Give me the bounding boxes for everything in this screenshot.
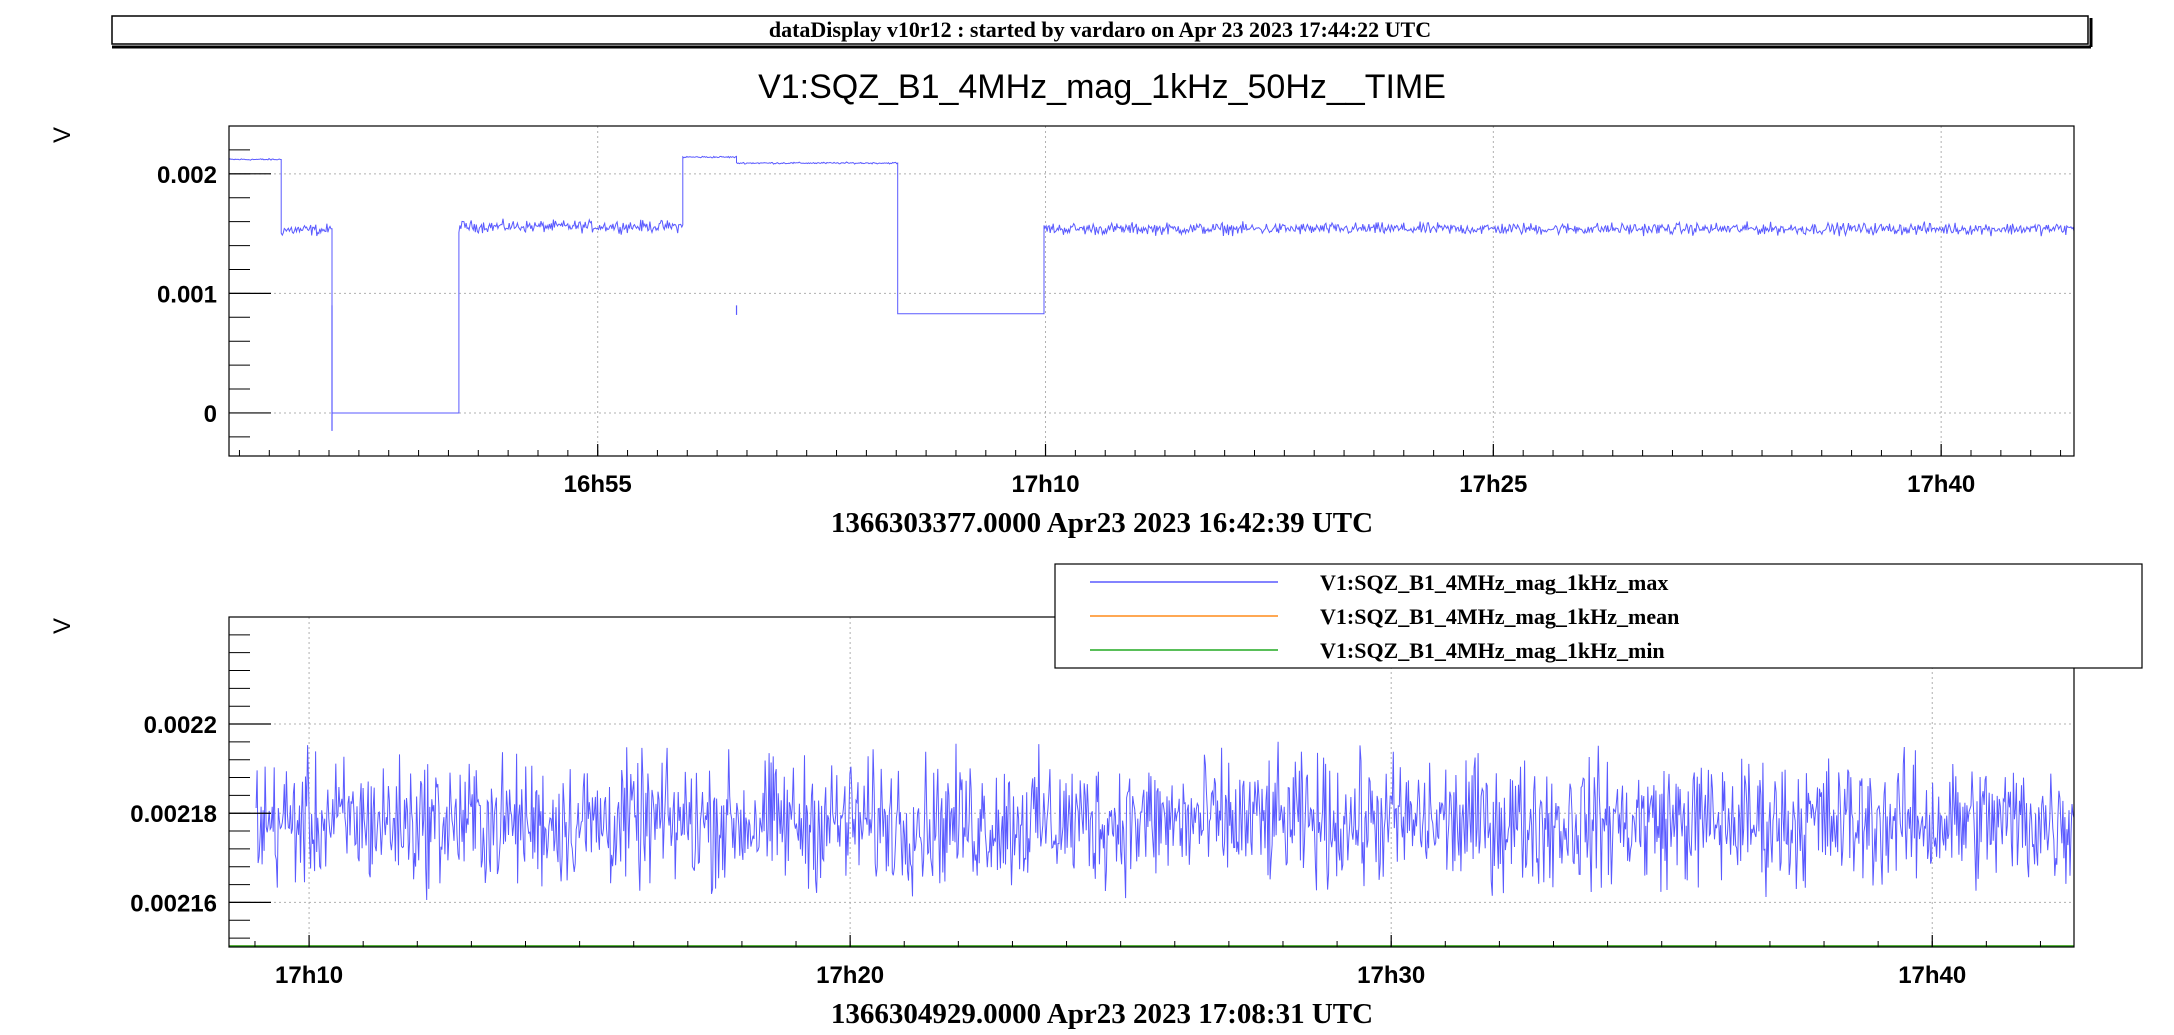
- y-tick-label: 0.002: [157, 162, 217, 189]
- y-tick-label: 0: [204, 401, 217, 428]
- y-tick-label: 0.00218: [130, 801, 217, 828]
- chart-2-legend: V1:SQZ_B1_4MHz_mag_1kHz_max V1:SQZ_B1_4MH…: [1054, 563, 2143, 669]
- chart-1-axes: 0 0.001 0.002 16h55 17h10 17h25 17h40: [157, 149, 2062, 498]
- series-line: [255, 741, 2074, 901]
- series-line: [228, 155, 2075, 414]
- header-banner: dataDisplay v10r12 : started by vardaro …: [111, 15, 2093, 49]
- chart-1-y-axis-label: V: [49, 127, 76, 143]
- chart-panel-1: V1:SQZ_B1_4MHz_mag_1kHz_50Hz__TIME V 0 0.…: [49, 68, 2075, 539]
- chart-1-x-axis-label: 1366303377.0000 Apr23 2023 16:42:39 UTC: [831, 507, 1373, 539]
- x-tick-label: 17h20: [816, 962, 884, 989]
- chart-1-plot-area: [228, 155, 2075, 431]
- header-title: dataDisplay v10r12 : started by vardaro …: [769, 17, 1431, 42]
- legend-label: V1:SQZ_B1_4MHz_mag_1kHz_max: [1320, 570, 1668, 595]
- x-tick-label: 17h10: [275, 962, 343, 989]
- y-tick-label: 0.0022: [144, 712, 217, 739]
- x-tick-label: 17h10: [1011, 471, 1079, 498]
- y-tick-label: 0.001: [157, 281, 217, 308]
- chart-1-grid: [229, 126, 2074, 456]
- chart-2-plot-area: [229, 741, 2074, 947]
- chart-1-title: V1:SQZ_B1_4MHz_mag_1kHz_50Hz__TIME: [758, 68, 1446, 106]
- x-tick-label: 16h55: [564, 471, 632, 498]
- x-tick-label: 17h25: [1459, 471, 1527, 498]
- chart-1-frame: [228, 125, 2075, 457]
- legend-label: V1:SQZ_B1_4MHz_mag_1kHz_min: [1320, 638, 1665, 663]
- chart-2-y-axis-label: V: [49, 618, 76, 634]
- legend-label: V1:SQZ_B1_4MHz_mag_1kHz_mean: [1320, 604, 1679, 629]
- chart-2-axes: 0.00216 0.00218 0.0022 17h10 17h20 17h30 17h40: [130, 634, 2041, 989]
- chart-panel-2: V 0.00216 0.00218 0.0022 17h10 17h20 17h30 17h…: [49, 563, 2143, 1030]
- y-tick-label: 0.00216: [130, 890, 217, 917]
- x-tick-label: 17h40: [1907, 471, 1975, 498]
- x-tick-label: 17h30: [1357, 962, 1425, 989]
- x-tick-label: 17h40: [1898, 962, 1966, 989]
- chart-2-x-axis-label: 1366304929.0000 Apr23 2023 17:08:31 UTC: [831, 998, 1373, 1030]
